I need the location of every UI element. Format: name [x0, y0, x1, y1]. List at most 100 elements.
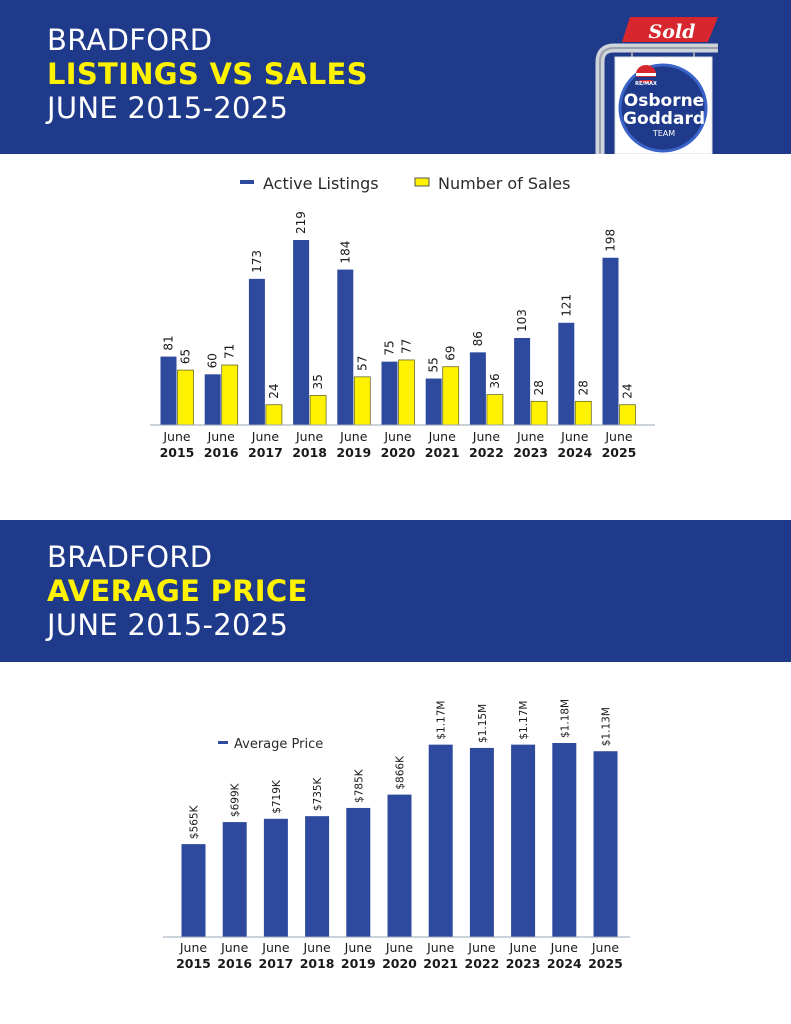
legend-swatch-active-listings: [240, 180, 254, 184]
header-city: BRADFORD: [47, 23, 213, 57]
bar-average-price-2: [263, 818, 288, 937]
tick-month-7: June: [472, 429, 501, 444]
bar-active-listings-5: [381, 361, 398, 425]
tick-year-2-3: 2018: [300, 956, 335, 971]
tick-year-7: 2022: [469, 445, 504, 460]
data-label-average-price-3: $735K: [312, 776, 324, 811]
data-label-average-price-9: $1.18M: [559, 699, 571, 738]
bar-number-of-sales-8: [530, 400, 548, 426]
bar-number-of-sales-3: [309, 395, 327, 426]
header-title-2: AVERAGE PRICE: [47, 574, 308, 608]
data-label-active-listings-1: 60: [206, 353, 220, 368]
header-city-2: BRADFORD: [47, 540, 213, 574]
brand-text: RE/MAX: [635, 81, 657, 87]
tick-month-2-10: June: [591, 940, 620, 955]
bar-active-listings-4: [337, 269, 354, 425]
tick-year-2-10: 2025: [588, 956, 623, 971]
tick-year-2-6: 2021: [423, 956, 458, 971]
tick-month-4: June: [339, 429, 368, 444]
data-label-active-listings-7: 86: [471, 331, 485, 346]
bar-average-price-9: [552, 743, 577, 937]
bar-active-listings-6: [425, 378, 442, 425]
tick-month-2-6: June: [426, 940, 455, 955]
legend-label-number-of-sales: Number of Sales: [438, 174, 570, 193]
tick-year-0: 2015: [160, 445, 195, 460]
sold-banner-icon: [622, 17, 718, 42]
data-label-active-listings-0: 81: [162, 335, 176, 350]
header-banner-price: BRADFORD AVERAGE PRICE JUNE 2015-2025: [0, 520, 791, 662]
data-label-active-listings-4: 184: [338, 241, 352, 264]
tick-year-2-1: 2016: [217, 956, 252, 971]
logo-sign-icon: Sold RE/MAX Osborne Goddard TEAM: [595, 17, 718, 154]
tick-month-2-2: June: [261, 940, 290, 955]
tick-year-2-7: 2022: [465, 956, 500, 971]
tick-year-8: 2023: [513, 445, 548, 460]
bar-active-listings-1: [204, 374, 221, 425]
tick-month-2-9: June: [550, 940, 579, 955]
header-banner-listings: BRADFORD LISTINGS VS SALES JUNE 2015-202…: [0, 0, 791, 154]
bar-active-listings-2: [248, 278, 265, 425]
bar-active-listings-10: [602, 257, 619, 425]
data-label-number-of-sales-4: 57: [355, 356, 369, 371]
tick-month-2-8: June: [508, 940, 537, 955]
tick-month-9: June: [560, 429, 589, 444]
bar-number-of-sales-0: [177, 369, 194, 426]
bar-number-of-sales-6: [442, 366, 460, 426]
tick-month-2-0: June: [179, 940, 208, 955]
logo-name2: Goddard: [623, 109, 705, 129]
legend-label-active-listings: Active Listings: [263, 174, 379, 193]
bar-average-price-6: [428, 744, 453, 937]
bar-average-price-0: [181, 844, 206, 937]
legend-2: Average Price: [218, 737, 323, 752]
tick-year-2-5: 2020: [382, 956, 417, 971]
data-label-average-price-7: $1.15M: [477, 704, 489, 743]
tick-month-1: June: [207, 429, 236, 444]
tick-year-9: 2024: [557, 445, 592, 460]
data-label-number-of-sales-2: 24: [267, 383, 281, 398]
data-label-average-price-1: $699K: [230, 782, 242, 817]
tick-month-5: June: [383, 429, 412, 444]
bar-average-price-5: [387, 794, 412, 937]
header-title: LISTINGS VS SALES: [47, 57, 368, 91]
tick-month-2-3: June: [302, 940, 331, 955]
tick-month-10: June: [604, 429, 633, 444]
tick-year-2: 2017: [248, 445, 283, 460]
bar-active-listings-8: [514, 337, 531, 425]
bar-average-price-4: [346, 807, 371, 937]
bar-active-listings-9: [558, 322, 575, 425]
data-label-average-price-10: $1.13M: [601, 707, 613, 746]
bar-active-listings-0: [160, 356, 177, 425]
average-price-chart: Average Price $565K $699K $719K $735K $785K $…: [163, 699, 630, 971]
tick-year-3: 2018: [292, 445, 327, 460]
data-label-average-price-8: $1.17M: [518, 701, 530, 740]
data-label-number-of-sales-0: 65: [179, 349, 193, 364]
tick-year-10: 2025: [602, 445, 637, 460]
header-period: JUNE 2015-2025: [47, 91, 289, 125]
data-label-average-price-6: $1.17M: [436, 701, 448, 740]
data-label-number-of-sales-8: 28: [532, 380, 546, 395]
data-label-average-price-4: $785K: [353, 768, 365, 803]
data-label-active-listings-8: 103: [515, 309, 529, 332]
tick-year-6: 2021: [425, 445, 460, 460]
bar-average-price-8: [511, 744, 536, 937]
tick-year-2-8: 2023: [506, 956, 541, 971]
legend: Active Listings Number of Sales: [240, 174, 570, 193]
bar-active-listings-3: [293, 240, 310, 425]
data-label-average-price-2: $719K: [271, 779, 283, 814]
bar-number-of-sales-5: [398, 359, 415, 426]
data-label-active-listings-9: 121: [559, 294, 573, 317]
data-label-active-listings-3: 219: [294, 211, 308, 234]
data-label-number-of-sales-1: 71: [223, 344, 237, 359]
data-label-number-of-sales-3: 35: [311, 374, 325, 389]
tick-year-2-9: 2024: [547, 956, 582, 971]
tick-month-2: June: [251, 429, 280, 444]
data-label-number-of-sales-5: 77: [400, 339, 414, 354]
tick-month-8: June: [516, 429, 545, 444]
header-period-2: JUNE 2015-2025: [47, 608, 289, 642]
bar-number-of-sales-1: [221, 364, 239, 426]
tick-year-2-0: 2015: [176, 956, 211, 971]
tick-month-0: June: [162, 429, 191, 444]
bar-average-price-7: [469, 747, 494, 937]
data-label-active-listings-2: 173: [250, 250, 264, 273]
